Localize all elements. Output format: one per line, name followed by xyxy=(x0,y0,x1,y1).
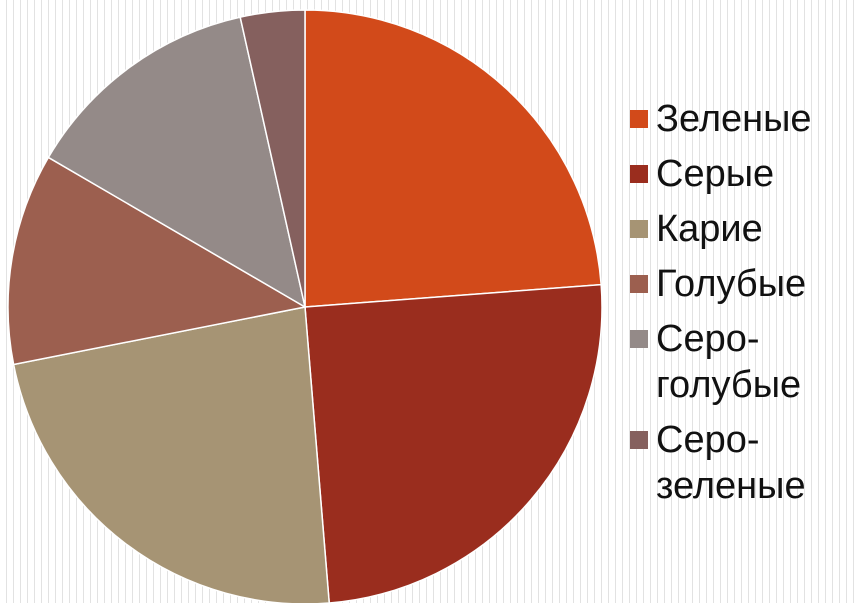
legend-item: Карие xyxy=(630,206,830,252)
legend-item: Голубые xyxy=(630,261,830,307)
legend-item: Серо-голубые xyxy=(630,316,830,408)
pie-slice xyxy=(304,283,603,603)
chart xyxy=(7,9,603,603)
legend-label: Зеленые xyxy=(656,98,812,140)
legend-swatch xyxy=(630,165,648,183)
legend-item: Серо-зеленые xyxy=(630,417,830,509)
legend: Зеленые Серые Карие Голубые Серо-голубые Серо… xyxy=(630,96,830,518)
pie-slice xyxy=(7,156,308,366)
legend-item: Серые xyxy=(630,151,830,197)
legend-swatch xyxy=(630,431,648,449)
legend-swatch xyxy=(630,220,648,238)
pie-slice xyxy=(304,9,602,308)
legend-label: Серо-голубые xyxy=(656,318,802,406)
legend-item: Зеленые xyxy=(630,96,830,142)
legend-swatch xyxy=(630,110,648,128)
legend-label: Голубые xyxy=(656,263,807,305)
legend-label: Серо-зеленые xyxy=(656,419,806,507)
pie-slice xyxy=(239,9,306,308)
legend-label: Серые xyxy=(656,153,775,195)
legend-label: Карие xyxy=(656,208,763,250)
legend-swatch xyxy=(630,275,648,293)
pie-slice xyxy=(47,16,307,309)
legend-swatch xyxy=(630,330,648,348)
